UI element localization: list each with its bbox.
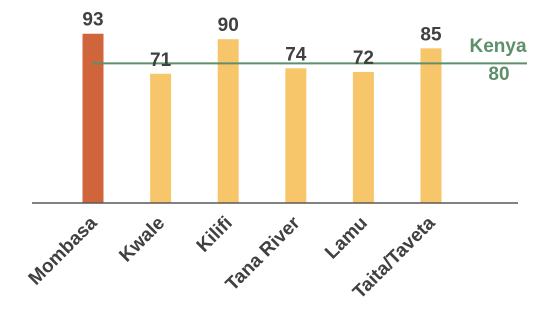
reference-line-value: 80 bbox=[488, 64, 509, 85]
bar-tana-river bbox=[285, 68, 306, 203]
bar-kwale bbox=[150, 74, 171, 203]
category-label: Lamu bbox=[321, 213, 372, 264]
value-label: 85 bbox=[420, 24, 442, 45]
value-label: 72 bbox=[353, 48, 374, 69]
category-label: Mombasa bbox=[25, 212, 102, 289]
bars-group bbox=[83, 34, 442, 203]
value-label: 74 bbox=[285, 44, 307, 65]
value-label: 90 bbox=[218, 15, 239, 36]
category-label: Tana River bbox=[222, 212, 305, 295]
value-label: 71 bbox=[150, 50, 172, 71]
category-label: Kwale bbox=[115, 213, 169, 267]
bar-lamu bbox=[353, 72, 374, 203]
reference-line-name: Kenya bbox=[469, 36, 526, 57]
category-label: Kilifi bbox=[193, 213, 237, 257]
value-labels-group: 93 71 90 74 72 85 bbox=[82, 10, 442, 71]
bar-taita-taveta bbox=[421, 48, 442, 203]
bar-mombasa bbox=[83, 34, 104, 203]
value-label: 93 bbox=[82, 10, 103, 31]
